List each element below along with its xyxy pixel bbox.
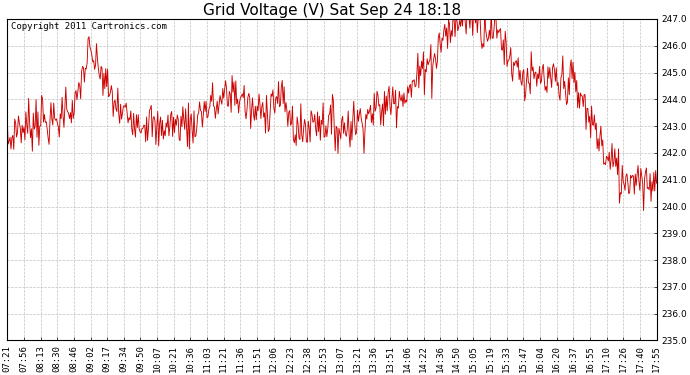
Title: Grid Voltage (V) Sat Sep 24 18:18: Grid Voltage (V) Sat Sep 24 18:18 <box>203 3 461 18</box>
Text: Copyright 2011 Cartronics.com: Copyright 2011 Cartronics.com <box>10 22 166 31</box>
